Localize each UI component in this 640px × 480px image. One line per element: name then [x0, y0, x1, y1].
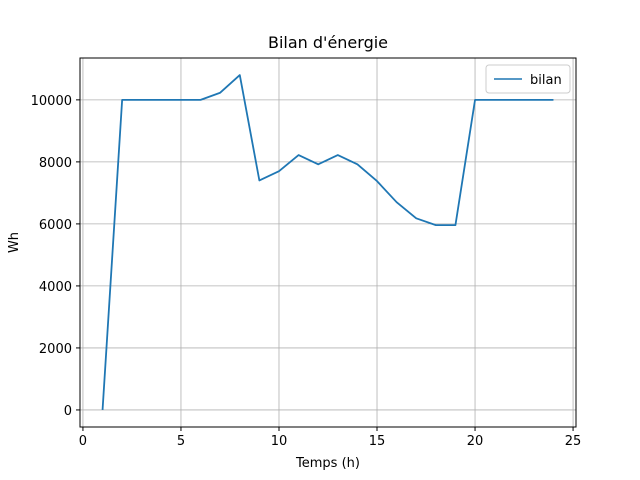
y-tick-label: 10000 [31, 94, 72, 109]
y-tick-label: 2000 [39, 342, 72, 357]
plot-frame [79, 57, 577, 428]
series-layer [101, 74, 554, 411]
x-tick-label: 15 [369, 434, 386, 449]
legend: bilan [485, 64, 571, 94]
y-tick-label: 0 [64, 404, 72, 419]
legend-label-bilan: bilan [530, 73, 562, 88]
x-tick-label: 5 [177, 434, 185, 449]
x-tick-label: 20 [467, 434, 484, 449]
legend-box [485, 64, 571, 94]
y-tick-label: 8000 [39, 156, 72, 171]
x-axis-label: Temps (h) [295, 456, 360, 471]
grid [80, 58, 576, 427]
x-tick-label: 10 [271, 434, 288, 449]
ticks: 0 5 10 15 20 25 0 2000 4000 6000 8000 10000 [31, 94, 582, 449]
series-line-bilan [101, 74, 554, 411]
y-tick-label: 6000 [39, 218, 72, 233]
y-axis-label: Wh [7, 232, 22, 253]
y-tick-label: 4000 [39, 280, 72, 295]
x-tick-label: 25 [565, 434, 582, 449]
x-tick-label: 0 [79, 434, 87, 449]
chart-title: Bilan d'énergie [268, 33, 388, 52]
